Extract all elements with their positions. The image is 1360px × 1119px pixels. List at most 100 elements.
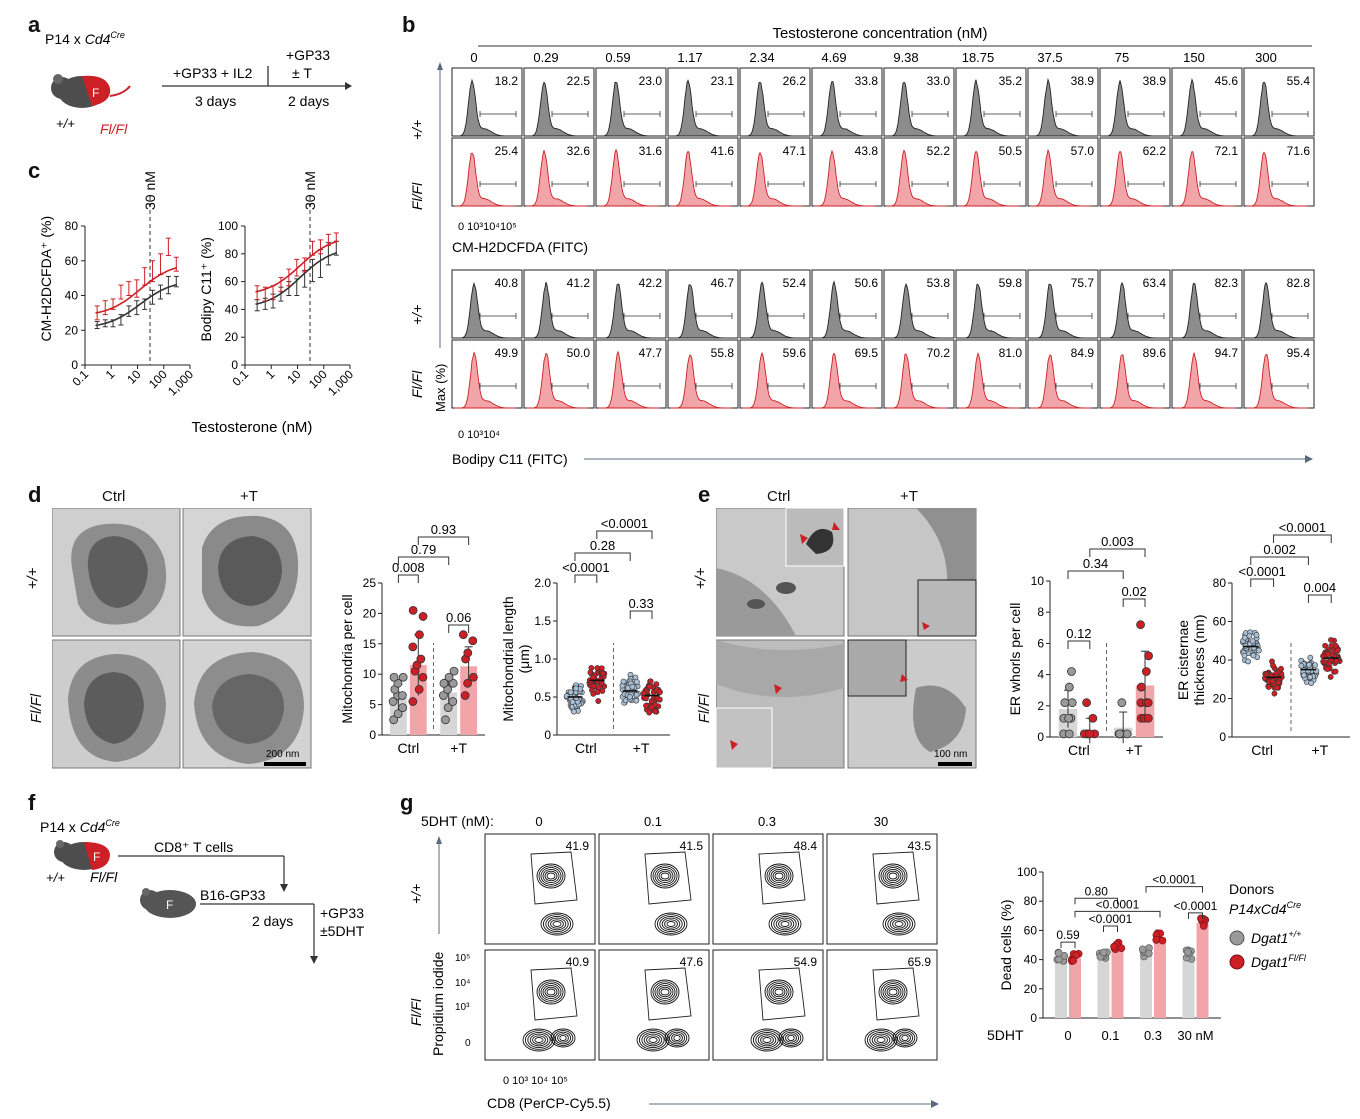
histogram-trace xyxy=(886,81,948,137)
data-point xyxy=(1306,662,1312,668)
histogram-percent: 49.9 xyxy=(495,346,519,360)
data-point xyxy=(1085,729,1094,739)
y-tick-label: 20 xyxy=(225,330,239,344)
y-tick-label: 80 xyxy=(225,247,239,261)
histogram-trace xyxy=(958,352,1020,409)
y-tick-label: 0 xyxy=(71,358,78,372)
contour-box xyxy=(826,833,938,945)
contour-ring xyxy=(884,868,902,884)
histogram-trace xyxy=(1102,354,1164,409)
histogram-trace xyxy=(454,78,516,137)
data-point xyxy=(448,697,458,706)
significance-bracket xyxy=(448,624,470,633)
data-point xyxy=(620,678,627,685)
x-group-label: +T xyxy=(450,740,467,756)
f-strain-text: P14 x xyxy=(40,819,80,835)
b-axis2-label: Bodipy C11 (FITC) xyxy=(452,451,568,467)
significance-bracket xyxy=(629,610,653,619)
data-point xyxy=(1143,713,1153,723)
histogram-percent: 47.7 xyxy=(639,346,663,360)
data-point xyxy=(599,670,606,677)
p-value: 0.02 xyxy=(1121,584,1146,599)
p-value: 0.002 xyxy=(1263,542,1296,557)
e-tem-grid: 100 nm xyxy=(716,508,977,769)
contour-ring xyxy=(894,921,904,927)
data-point xyxy=(1060,698,1070,708)
g-legend-sub-sup: Cre xyxy=(1287,900,1302,910)
y-tick-label: 20 xyxy=(1024,982,1038,996)
y-tick-label: 25 xyxy=(363,576,377,590)
chart-ylabel: ER whorls per cell xyxy=(1007,603,1023,716)
data-point xyxy=(444,672,454,682)
panel-label-g: g xyxy=(400,790,414,815)
svg-text:P14 x Cd4Cre: P14 x Cd4Cre xyxy=(45,30,125,47)
data-point xyxy=(598,665,605,672)
contour-ring xyxy=(656,914,686,934)
panel-label-b: b xyxy=(402,12,416,37)
contour-ring xyxy=(770,914,800,934)
contour-box xyxy=(484,949,596,1061)
x-group-label: Ctrl xyxy=(1251,742,1273,758)
g-concentration-label: 0 xyxy=(535,814,542,829)
data-point-fl xyxy=(1197,914,1205,923)
histogram-percent: 59.8 xyxy=(999,276,1023,290)
d-tem-image xyxy=(182,639,312,769)
histogram-percent: 59.6 xyxy=(783,346,807,360)
contour-ring xyxy=(660,872,670,880)
contour-ring xyxy=(538,981,564,1003)
gate-polygon xyxy=(758,851,806,905)
histogram-box xyxy=(1171,339,1243,409)
histogram-box xyxy=(811,67,883,137)
histogram-percent: 89.6 xyxy=(1143,346,1167,360)
contour-ring xyxy=(894,1030,916,1046)
contour-ring xyxy=(874,1035,888,1045)
mouse-strain-text: P14 x xyxy=(45,31,85,47)
histogram-box xyxy=(667,339,739,409)
b-concentration-label: 9.38 xyxy=(893,50,918,65)
data-point-wt xyxy=(1138,945,1147,954)
histogram-percent: 50.5 xyxy=(999,144,1023,158)
histogram-percent: 75.7 xyxy=(1071,276,1095,290)
f-flfl: Fl/Fl xyxy=(90,869,118,885)
contour-ring xyxy=(532,1035,546,1045)
histogram-trace xyxy=(1246,354,1308,409)
cre-text: Cd4 xyxy=(85,31,111,47)
data-point xyxy=(633,678,640,685)
histogram-percent: 52.4 xyxy=(783,276,807,290)
f-badge: F xyxy=(93,850,100,864)
dead-xlabel: 30 nM xyxy=(1177,1028,1213,1043)
histogram-percent: 69.5 xyxy=(855,346,879,360)
data-point xyxy=(1255,647,1262,654)
contour-ring xyxy=(899,1033,911,1043)
x-tick-label: 10 xyxy=(124,367,144,387)
data-point xyxy=(594,689,601,696)
histogram-box xyxy=(811,269,883,339)
f-cre-sup: Cre xyxy=(105,818,120,828)
data-point-wt xyxy=(1144,949,1153,958)
gate-polygon xyxy=(758,967,806,1021)
contour-ring xyxy=(641,1031,665,1049)
data-point-fl xyxy=(1069,956,1078,965)
chart-ylabel: (μm) xyxy=(516,644,532,673)
contour-ring xyxy=(668,1031,686,1045)
x-tick-label: 1 xyxy=(263,367,278,382)
data-point xyxy=(1328,637,1334,643)
histogram-trace xyxy=(886,353,948,409)
b-row-fl-2: Fl/Fl xyxy=(409,370,425,398)
mouse-icon xyxy=(51,74,131,108)
histogram-percent: 47.1 xyxy=(783,144,807,158)
significance-bracket xyxy=(1067,640,1091,649)
histogram-trace xyxy=(958,150,1020,207)
histogram-box xyxy=(1243,339,1315,409)
histogram-trace xyxy=(454,351,516,409)
b-y-axis-label: Max (%) xyxy=(433,364,448,412)
data-point xyxy=(590,674,597,681)
histogram-box xyxy=(1171,67,1243,137)
contour-ring xyxy=(661,917,681,931)
contour-ring xyxy=(882,867,904,885)
contour-ring xyxy=(540,867,562,885)
contour-ring xyxy=(864,1028,898,1052)
significance-bracket xyxy=(1145,886,1203,893)
histogram-trace xyxy=(670,354,732,409)
